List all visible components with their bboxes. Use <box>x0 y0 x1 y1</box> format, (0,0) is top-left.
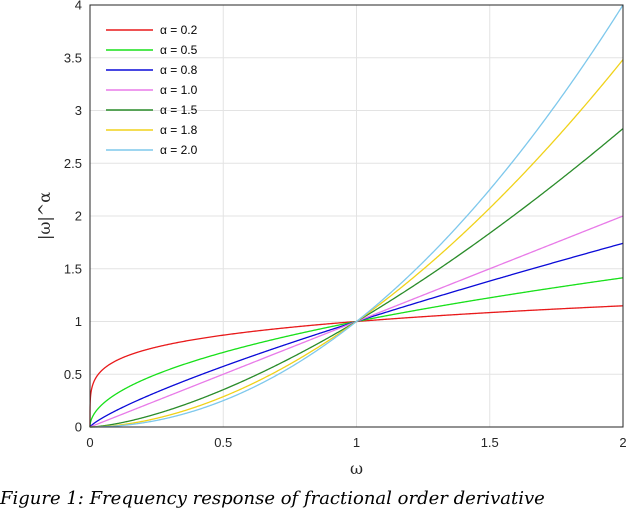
series-line <box>90 4 624 428</box>
y-tick-label: 3.5 <box>64 50 82 65</box>
series-line <box>90 59 624 428</box>
legend-entry: α = 2.0 <box>160 143 198 157</box>
x-tick-label: 1.5 <box>481 435 499 450</box>
series-line <box>89 277 624 428</box>
figure-caption: Figure 1: Frequency response of fraction… <box>0 488 545 509</box>
x-axis-label: ω <box>350 459 363 478</box>
y-tick-label: 0.5 <box>64 367 82 382</box>
y-tick-label: 2.5 <box>64 156 82 171</box>
legend-entry: α = 1.5 <box>160 103 198 117</box>
legend: α = 0.2 α = 0.5 α = 0.8 α = 1.0 α = 1.5 α = 1… <box>106 23 198 157</box>
x-tick-label: 1 <box>353 435 360 450</box>
y-tick-label: 3 <box>75 103 82 118</box>
series-lines <box>89 4 624 428</box>
x-tick-labels: 0 0.5 1 1.5 2 <box>86 435 626 450</box>
legend-entry: α = 1.8 <box>160 123 198 137</box>
legend-entry: α = 1.0 <box>160 83 198 97</box>
series-line <box>89 242 624 428</box>
series-line <box>89 305 624 428</box>
x-tick-label: 0 <box>86 435 93 450</box>
series-line <box>89 215 624 428</box>
x-tick-label: 2 <box>619 435 626 450</box>
legend-entry: α = 0.5 <box>160 43 198 57</box>
y-axis-label: |ω|^α <box>35 192 54 240</box>
legend-entry: α = 0.2 <box>160 23 198 37</box>
y-tick-label: 0 <box>75 420 82 435</box>
y-tick-labels: 0 0.5 1 1.5 2 2.5 3 3.5 4 <box>64 0 82 435</box>
plot-frame <box>89 4 624 428</box>
x-tick-label: 0.5 <box>214 435 232 450</box>
y-tick-label: 4 <box>75 0 82 13</box>
y-tick-label: 2 <box>75 209 82 224</box>
series-line <box>90 128 624 428</box>
chart: 0 0.5 1 1.5 2 0 0.5 1 1.5 2 2.5 3 3.5 4 ω |ω|^α α = … <box>35 0 627 478</box>
legend-entry: α = 0.8 <box>160 63 198 77</box>
y-tick-label: 1 <box>75 314 82 329</box>
y-tick-label: 1.5 <box>64 261 82 276</box>
